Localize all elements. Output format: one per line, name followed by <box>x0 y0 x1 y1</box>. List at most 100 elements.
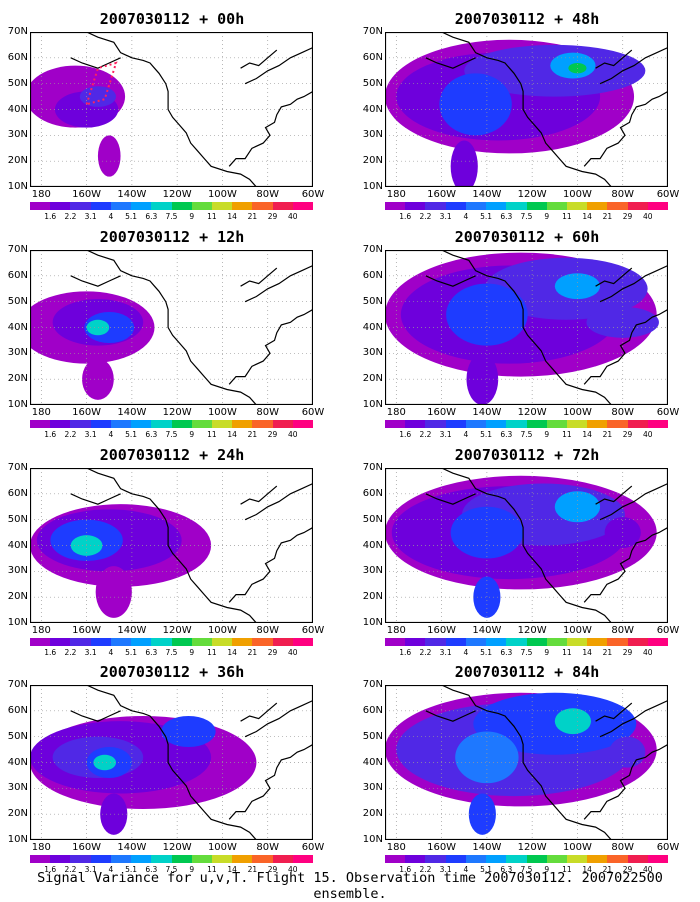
variance-contour <box>473 576 501 618</box>
lat-tick-label: 30N <box>362 565 383 577</box>
map-frame <box>385 685 668 840</box>
colorbar-swatch <box>252 202 273 210</box>
colorbar-level-label: 1.6 <box>44 430 57 439</box>
colorbar-swatch <box>252 420 273 428</box>
variance-contour <box>100 793 128 835</box>
colorbar-level-label: 9 <box>544 648 550 657</box>
coastline <box>425 275 476 287</box>
colorbar-level-label: 11 <box>207 648 217 657</box>
lon-tick-label: 140W <box>472 625 502 636</box>
colorbar <box>385 202 669 210</box>
colorbar-swatch <box>587 202 608 210</box>
colorbar-swatch <box>131 855 152 863</box>
colorbar-swatch <box>171 855 192 863</box>
colorbar-level-label: 14 <box>582 865 592 874</box>
lon-tick-label: 180 <box>386 407 406 418</box>
colorbar-swatch <box>191 420 212 428</box>
lon-tick-label: 80W <box>256 407 280 418</box>
colorbar-swatch <box>70 202 91 210</box>
colorbar-level-label: 5.1 <box>480 430 493 439</box>
variance-map <box>385 32 668 187</box>
colorbar-swatch <box>587 855 608 863</box>
colorbar-swatch <box>647 855 669 863</box>
coastline <box>70 57 121 69</box>
colorbar-swatch <box>385 638 406 646</box>
colorbar-level-label: 5.1 <box>125 430 138 439</box>
lat-tick-label: 20N <box>7 155 28 167</box>
lat-tick-label: 50N <box>362 730 383 742</box>
colorbar <box>385 420 669 428</box>
lat-tick-label: 60N <box>362 704 383 716</box>
colorbar-level-label: 9 <box>189 865 195 874</box>
colorbar-level-label: 3.1 <box>84 865 97 874</box>
colorbar-level-label: 4 <box>463 648 469 657</box>
colorbar-level-label: 21 <box>602 212 613 221</box>
lon-tick-label: 80W <box>611 842 635 853</box>
colorbar-level-label: 3.1 <box>84 648 97 657</box>
colorbar-level-label: 7.5 <box>165 865 178 874</box>
lat-tick-label: 50N <box>362 513 383 525</box>
colorbar-swatch <box>546 855 567 863</box>
map-frame <box>30 685 313 840</box>
colorbar-swatch <box>272 855 293 863</box>
colorbar-swatch <box>232 420 253 428</box>
lon-tick-label: 180 <box>31 842 51 853</box>
colorbar-level-label: 11 <box>562 430 572 439</box>
lat-tick-label: 50N <box>7 730 28 742</box>
lat-tick-label: 60N <box>362 487 383 499</box>
colorbar-swatch <box>211 420 233 428</box>
lat-tick-label: 70N <box>7 244 28 255</box>
lon-tick-label: 80W <box>256 189 280 200</box>
colorbar-level-label: 40 <box>288 648 298 657</box>
colorbar-swatch <box>70 638 91 646</box>
variance-contour <box>554 491 601 523</box>
colorbar-swatch <box>90 202 111 210</box>
colorbar-level-label: 2.2 <box>419 865 432 874</box>
colorbar-swatch <box>546 638 567 646</box>
lat-tick-label: 20N <box>362 808 383 820</box>
colorbar-swatch <box>272 638 293 646</box>
coastline <box>86 32 257 187</box>
coastline <box>86 250 257 405</box>
lon-tick-label: 60W <box>301 842 325 853</box>
colorbar-swatch <box>425 202 446 210</box>
colorbar-swatch <box>566 855 588 863</box>
lat-tick-label: 50N <box>7 513 28 525</box>
colorbar-swatch <box>232 638 253 646</box>
colorbar-level-label: 3.1 <box>84 212 97 221</box>
lon-tick-label: 160W <box>427 625 457 636</box>
variance-map <box>385 685 668 840</box>
colorbar-level-label: 11 <box>207 865 217 874</box>
lat-tick-label: 70N <box>7 679 28 690</box>
colorbar-swatch <box>385 855 406 863</box>
colorbar-swatch <box>627 855 648 863</box>
lon-tick-label: 60W <box>301 407 325 418</box>
colorbar-swatch <box>110 202 132 210</box>
colorbar-swatch <box>385 420 406 428</box>
colorbar-level-label: 1.6 <box>399 212 412 221</box>
colorbar-level-label: 21 <box>247 865 258 874</box>
colorbar-swatch <box>272 420 293 428</box>
lon-tick-label: 140W <box>472 407 502 418</box>
lat-tick-label: 60N <box>7 269 28 281</box>
colorbar-swatch <box>211 638 233 646</box>
variance-contour <box>450 140 478 187</box>
colorbar-level-label: 9 <box>544 430 550 439</box>
colorbar-level-label: 5.1 <box>125 648 138 657</box>
colorbar-level-label: 1.6 <box>399 648 412 657</box>
coastline <box>244 699 313 738</box>
variance-contour <box>95 566 132 618</box>
colorbar-level-label: 2.2 <box>419 648 432 657</box>
colorbar-level-label: 29 <box>622 865 633 874</box>
coastline <box>599 264 668 303</box>
colorbar-level-label: 7.5 <box>520 430 533 439</box>
colorbar-swatch <box>151 638 172 646</box>
colorbar-level-label: 11 <box>562 648 572 657</box>
lon-tick-label: 160W <box>72 842 102 853</box>
colorbar-level-label: 4 <box>463 430 469 439</box>
colorbar-level-label: 9 <box>189 648 195 657</box>
lon-tick-label: 160W <box>72 407 102 418</box>
colorbar <box>30 638 314 646</box>
lon-tick-label: 180 <box>386 625 406 636</box>
colorbar-level-label: 14 <box>227 648 237 657</box>
